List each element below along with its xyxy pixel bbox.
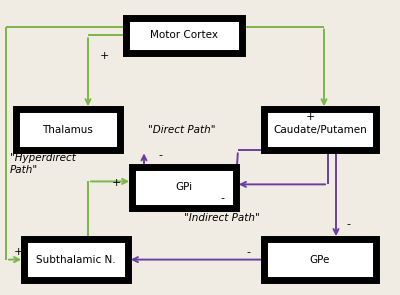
Text: +: +	[305, 112, 315, 122]
Text: Subthalamic N.: Subthalamic N.	[36, 255, 116, 265]
FancyBboxPatch shape	[132, 167, 236, 208]
FancyBboxPatch shape	[126, 18, 242, 53]
Text: GPi: GPi	[176, 182, 192, 192]
Text: -: -	[158, 150, 162, 160]
FancyBboxPatch shape	[16, 109, 120, 150]
Text: -: -	[246, 247, 250, 257]
Text: -: -	[220, 193, 224, 203]
Text: Caudate/Putamen: Caudate/Putamen	[273, 125, 367, 135]
Text: GPe: GPe	[310, 255, 330, 265]
FancyBboxPatch shape	[24, 239, 128, 280]
Text: Thalamus: Thalamus	[42, 125, 94, 135]
Text: +: +	[111, 178, 121, 188]
Text: "Indirect Path": "Indirect Path"	[184, 213, 260, 223]
Text: Motor Cortex: Motor Cortex	[150, 30, 218, 40]
Text: +: +	[13, 247, 23, 257]
FancyBboxPatch shape	[264, 109, 376, 150]
FancyBboxPatch shape	[264, 239, 376, 280]
Text: "Hyperdirect
Path": "Hyperdirect Path"	[10, 153, 76, 175]
Text: "Direct Path": "Direct Path"	[148, 125, 216, 135]
Text: +: +	[99, 51, 109, 61]
Text: -: -	[220, 163, 224, 173]
Text: -: -	[346, 219, 350, 229]
